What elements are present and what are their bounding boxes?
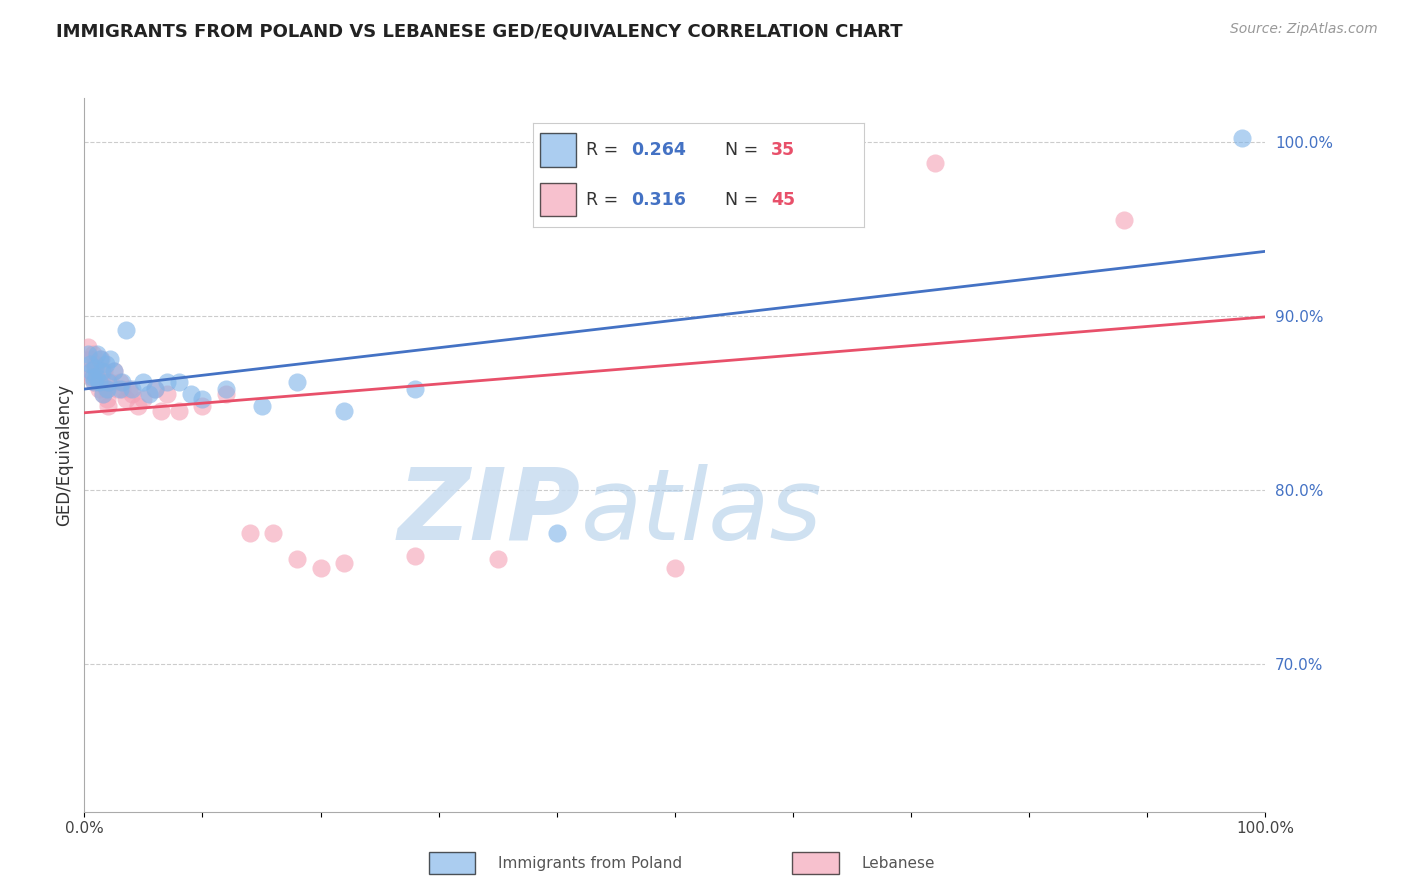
Point	[80, 364, 103, 378]
Point	[108, 382, 131, 396]
Text: R =: R =	[586, 191, 624, 209]
Point	[96, 382, 118, 396]
Point	[191, 392, 214, 407]
Text: Immigrants from Poland: Immigrants from Poland	[499, 855, 682, 871]
Text: IMMIGRANTS FROM POLAND VS LEBANESE GED/EQUIVALENCY CORRELATION CHART: IMMIGRANTS FROM POLAND VS LEBANESE GED/E…	[56, 22, 903, 40]
Point	[94, 382, 117, 396]
Point	[84, 360, 107, 375]
Point	[333, 556, 356, 570]
Point	[103, 364, 125, 378]
Point	[87, 375, 110, 389]
Point	[309, 561, 332, 575]
Point	[93, 364, 115, 378]
Point	[156, 387, 179, 401]
Point	[132, 392, 155, 407]
Text: Lebanese: Lebanese	[862, 855, 935, 871]
Point	[86, 347, 108, 361]
Point	[79, 358, 101, 372]
Point	[79, 352, 101, 367]
Point	[94, 358, 117, 372]
Point	[84, 358, 107, 372]
Point	[121, 382, 143, 396]
Point	[806, 161, 828, 175]
Point	[121, 387, 143, 401]
Point	[664, 561, 686, 575]
Point	[91, 387, 114, 401]
Point	[103, 364, 125, 378]
Text: 45: 45	[772, 191, 796, 209]
Point	[156, 375, 179, 389]
Point	[262, 526, 284, 541]
Point	[91, 375, 114, 389]
Point	[486, 552, 509, 566]
Point	[82, 369, 104, 384]
Point	[90, 352, 112, 367]
Point	[167, 404, 190, 418]
FancyBboxPatch shape	[540, 134, 576, 167]
Point	[114, 392, 136, 407]
Text: atlas: atlas	[581, 464, 823, 560]
Point	[250, 399, 273, 413]
Point	[191, 399, 214, 413]
Point	[83, 375, 105, 389]
Point	[215, 382, 238, 396]
Point	[98, 375, 121, 389]
Point	[77, 364, 100, 378]
Point	[132, 375, 155, 389]
Point	[167, 375, 190, 389]
Point	[239, 526, 262, 541]
Text: Source: ZipAtlas.com: Source: ZipAtlas.com	[1230, 22, 1378, 37]
Point	[180, 387, 202, 401]
Y-axis label: GED/Equivalency: GED/Equivalency	[55, 384, 73, 526]
Point	[91, 364, 114, 378]
Point	[83, 375, 105, 389]
Text: 0.264: 0.264	[631, 141, 686, 159]
Point	[285, 375, 308, 389]
Text: 35: 35	[772, 141, 796, 159]
Point	[404, 549, 426, 563]
Point	[107, 382, 129, 396]
Text: R =: R =	[586, 141, 624, 159]
Point	[82, 347, 104, 361]
Point	[333, 404, 356, 418]
Point	[1230, 131, 1253, 145]
Point	[111, 382, 134, 396]
Point	[89, 352, 111, 367]
Text: ZIP: ZIP	[398, 464, 581, 560]
Point	[127, 399, 149, 413]
Point	[86, 369, 108, 384]
Point	[77, 340, 100, 354]
Point	[80, 369, 103, 384]
Point	[143, 382, 166, 396]
Point	[138, 387, 160, 401]
Point	[404, 382, 426, 396]
Text: N =: N =	[725, 191, 763, 209]
Point	[87, 382, 110, 396]
Point	[215, 387, 238, 401]
FancyBboxPatch shape	[540, 183, 576, 216]
Point	[118, 382, 141, 396]
Point	[111, 375, 134, 389]
Point	[84, 369, 107, 384]
FancyBboxPatch shape	[429, 852, 475, 874]
Point	[546, 526, 568, 541]
Point	[97, 399, 120, 413]
Point	[98, 352, 121, 367]
Text: N =: N =	[725, 141, 763, 159]
Point	[91, 387, 114, 401]
Point	[143, 382, 166, 396]
Point	[1112, 213, 1135, 227]
Point	[150, 404, 173, 418]
Point	[285, 552, 308, 566]
Point	[108, 375, 131, 389]
Point	[924, 155, 946, 169]
FancyBboxPatch shape	[793, 852, 838, 874]
Point	[77, 347, 100, 361]
Point	[97, 375, 120, 389]
Point	[84, 360, 107, 375]
Point	[114, 323, 136, 337]
Text: 0.316: 0.316	[631, 191, 686, 209]
Point	[89, 375, 111, 389]
Point	[96, 392, 118, 407]
